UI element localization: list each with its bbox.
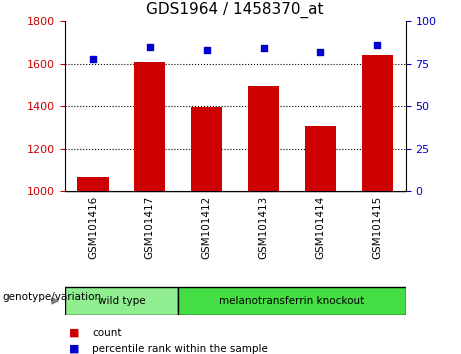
Text: count: count	[92, 328, 122, 338]
Point	[146, 44, 154, 50]
Text: GSM101415: GSM101415	[372, 196, 382, 259]
Bar	[134, 62, 165, 191]
Bar	[178, 287, 406, 315]
Text: GSM101413: GSM101413	[259, 196, 269, 259]
Bar	[77, 177, 109, 191]
Point	[203, 47, 210, 53]
Text: GSM101417: GSM101417	[145, 196, 155, 259]
Text: ■: ■	[69, 328, 80, 338]
Bar	[361, 55, 393, 191]
Text: melanotransferrin knockout: melanotransferrin knockout	[219, 296, 365, 306]
Point	[317, 49, 324, 55]
Bar	[305, 126, 336, 191]
Bar	[65, 287, 178, 315]
Text: wild type: wild type	[98, 296, 145, 306]
Title: GDS1964 / 1458370_at: GDS1964 / 1458370_at	[146, 2, 324, 18]
Text: percentile rank within the sample: percentile rank within the sample	[92, 344, 268, 354]
Point	[260, 46, 267, 51]
Text: GSM101412: GSM101412	[201, 196, 212, 259]
Text: GSM101416: GSM101416	[88, 196, 98, 259]
Bar	[191, 107, 222, 191]
Bar	[248, 86, 279, 191]
Point	[373, 42, 381, 48]
Point	[89, 56, 97, 62]
Text: GSM101414: GSM101414	[315, 196, 325, 259]
Text: ■: ■	[69, 344, 80, 354]
Text: genotype/variation: genotype/variation	[2, 292, 101, 302]
